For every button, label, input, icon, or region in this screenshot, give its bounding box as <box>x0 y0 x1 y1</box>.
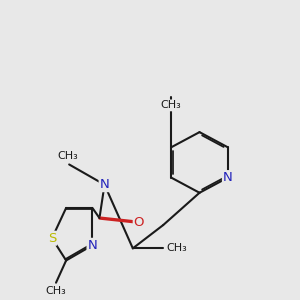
Text: S: S <box>48 232 56 245</box>
Text: CH₃: CH₃ <box>57 151 78 161</box>
Text: O: O <box>134 216 144 229</box>
Text: CH₃: CH₃ <box>46 286 66 296</box>
Text: N: N <box>88 239 97 252</box>
Text: CH₃: CH₃ <box>167 243 188 253</box>
Text: N: N <box>100 178 110 191</box>
Text: CH₃: CH₃ <box>161 100 182 110</box>
Text: N: N <box>223 171 233 184</box>
